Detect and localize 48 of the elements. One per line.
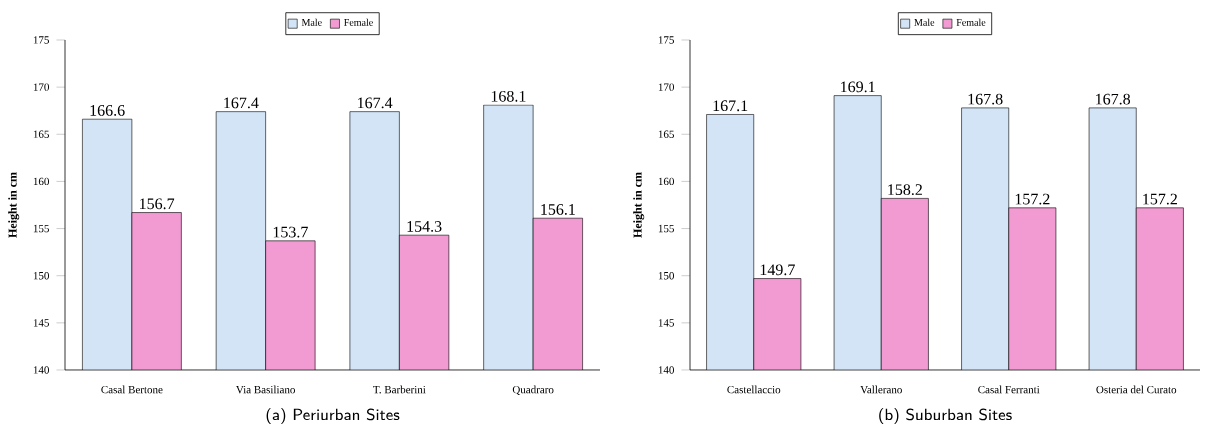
legend-label: Female: [956, 18, 986, 26]
y-tick-label: 155: [658, 224, 674, 233]
data-label: 167.8: [1096, 93, 1131, 105]
legend-label: Male: [301, 18, 322, 26]
text: (b) Suburban Sites: [879, 407, 1012, 424]
data-label: 166.6: [90, 105, 125, 116]
y-tick-label: 155: [33, 224, 49, 233]
y-tick-label: 175: [33, 36, 49, 44]
x-tick-label: Vallerano: [860, 385, 902, 394]
y-tick-label: 165: [658, 130, 674, 138]
y-tick-label: 170: [658, 83, 674, 91]
data-label: 156.1: [541, 204, 575, 215]
y-tick-label: 145: [33, 319, 49, 327]
data-label: 158.2: [888, 184, 922, 196]
x-tick-label: Casal Bertone: [101, 385, 163, 394]
y-axis-title: Height in cm: [8, 172, 20, 238]
y-axis-title: Height in cm: [633, 172, 645, 238]
text: (a) Periurban Sites: [266, 407, 400, 424]
data-label: 167.4: [224, 97, 259, 109]
data-label: 153.7: [273, 226, 308, 238]
legend-label: Female: [344, 18, 373, 26]
x-tick-label: Castellaccio: [727, 385, 781, 394]
data-label: 156.7: [140, 198, 175, 210]
legend-label: Male: [914, 18, 935, 26]
x-tick-label: Quadraro: [512, 385, 554, 396]
data-label: 167.1: [713, 100, 748, 112]
y-tick-label: 160: [658, 177, 674, 186]
data-label: 169.1: [841, 81, 875, 93]
data-label: 167.8: [968, 93, 1003, 105]
y-tick-label: 150: [658, 272, 674, 280]
y-tick-label: 175: [658, 36, 674, 44]
y-tick-label: 160: [33, 177, 49, 186]
y-tick-label: 165: [33, 130, 49, 138]
data-label: 167.4: [358, 97, 393, 109]
x-tick-label: T. Barberini: [373, 385, 426, 394]
data-label: 154.3: [407, 221, 442, 232]
data-label: 157.2: [1015, 193, 1050, 205]
y-tick-label: 140: [33, 366, 49, 374]
data-label: 168.1: [491, 90, 526, 102]
y-tick-label: 140: [658, 366, 674, 374]
y-tick-label: 170: [33, 83, 49, 91]
x-tick-label: Osteria del Curato: [1096, 385, 1177, 394]
data-label: 157.2: [1143, 193, 1177, 205]
y-tick-label: 145: [658, 319, 674, 327]
x-tick-label: Casal Ferranti: [978, 385, 1040, 394]
y-tick-label: 150: [33, 272, 49, 280]
x-tick-label: Via Basiliano: [236, 385, 295, 394]
data-label: 149.7: [760, 264, 795, 276]
